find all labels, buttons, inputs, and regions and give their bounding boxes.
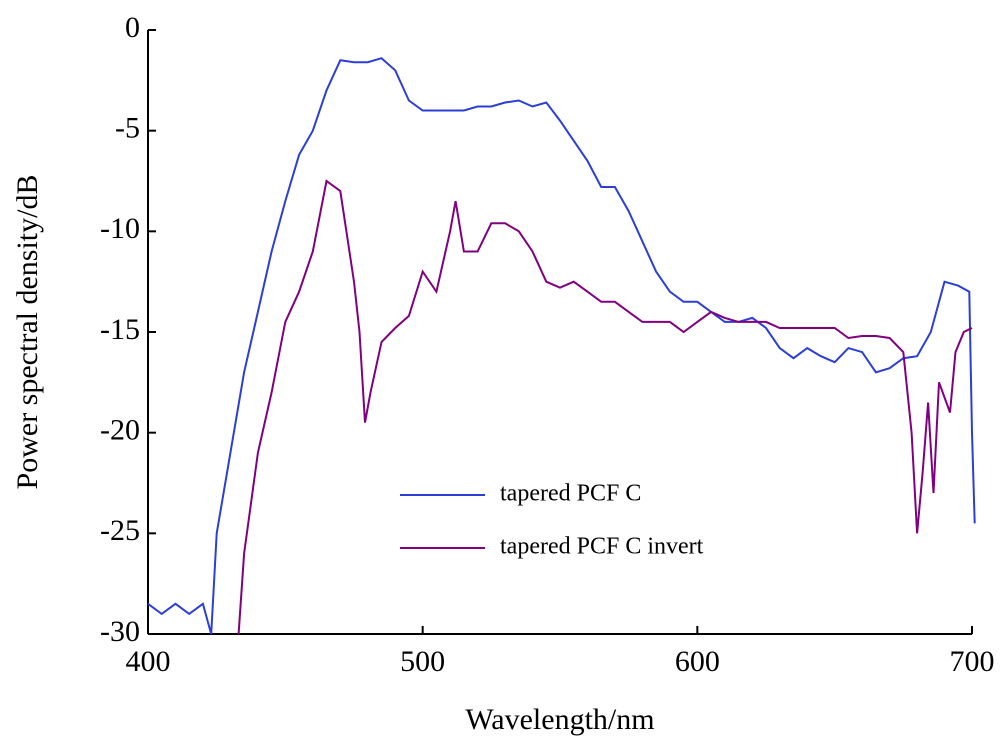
legend-label: tapered PCF C xyxy=(500,481,641,507)
y-axis-label: Power spectral density/dB xyxy=(11,175,44,490)
series-line xyxy=(147,57,976,635)
x-axis-label: Wavelength/nm xyxy=(465,703,654,736)
y-tick-label: -10 xyxy=(100,212,140,245)
y-tick-label: -30 xyxy=(100,615,140,648)
y-tick-label: 0 xyxy=(125,11,140,44)
y-tick-label: -5 xyxy=(115,112,140,145)
y-tick-label: -20 xyxy=(100,414,140,447)
x-tick-label: 400 xyxy=(126,645,171,678)
y-tick-label: -15 xyxy=(100,313,140,346)
x-tick-label: 600 xyxy=(675,645,720,678)
x-tick-label: 700 xyxy=(950,645,995,678)
x-tick-label: 500 xyxy=(400,645,445,678)
legend-label: tapered PCF C invert xyxy=(500,534,704,560)
series-line xyxy=(237,179,973,635)
y-tick-label: -25 xyxy=(100,514,140,547)
